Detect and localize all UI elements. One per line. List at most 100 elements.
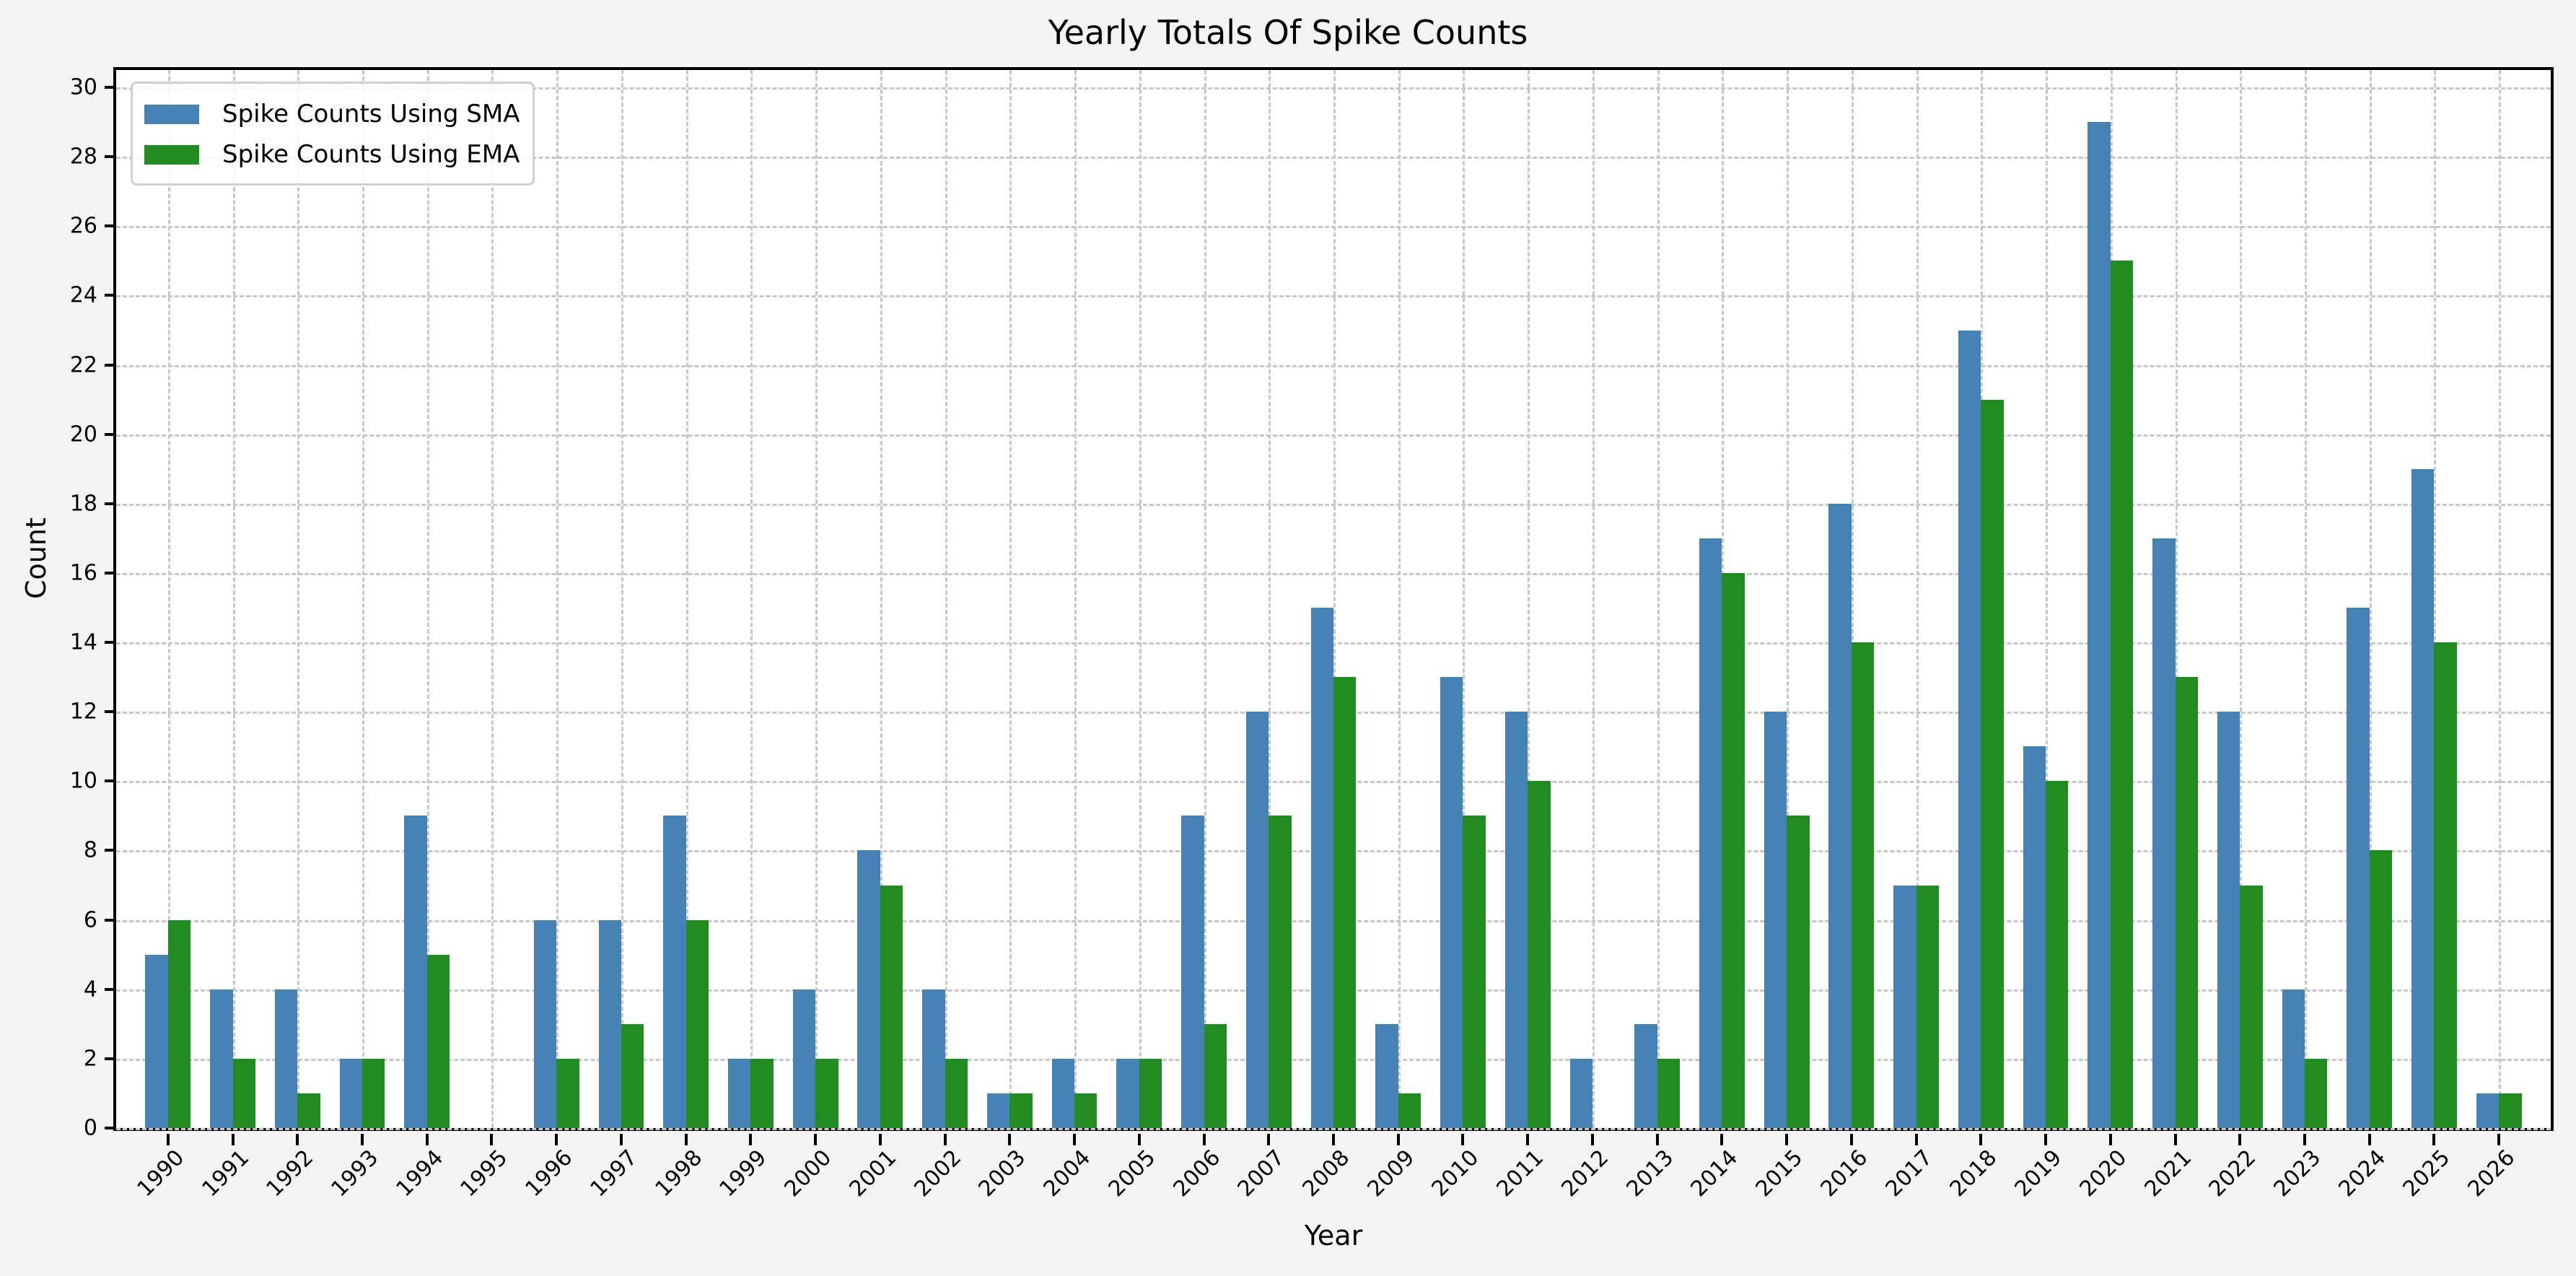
x-tick	[360, 1134, 364, 1145]
x-tick	[1396, 1134, 1400, 1145]
bar-sma	[1764, 712, 1787, 1128]
y-tick-label: 4	[83, 976, 97, 1002]
v-gridline	[880, 70, 882, 1128]
y-tick	[105, 918, 116, 922]
bar-sma	[2347, 608, 2370, 1128]
legend-swatch-ema	[144, 144, 199, 165]
bar-ema	[1204, 1023, 1227, 1128]
v-gridline	[362, 70, 364, 1128]
v-gridline	[1787, 70, 1789, 1128]
x-tick	[555, 1134, 558, 1145]
bar-ema	[1916, 885, 1939, 1128]
v-gridline	[232, 70, 235, 1128]
v-gridline	[1851, 70, 1854, 1128]
bar-sma	[1051, 1058, 1075, 1128]
x-tick-label: 2024	[2334, 1145, 2391, 1202]
x-tick	[425, 1134, 429, 1145]
x-tick-label: 1999	[714, 1145, 772, 1202]
x-tick	[1461, 1134, 1465, 1145]
x-tick-label: 2023	[2269, 1145, 2326, 1202]
x-tick	[2238, 1134, 2242, 1145]
v-gridline	[556, 70, 559, 1128]
x-tick	[1655, 1134, 1659, 1145]
v-gridline	[2434, 70, 2437, 1128]
bar-ema	[232, 1058, 255, 1128]
bar-ema	[1463, 816, 1486, 1128]
bar-sma	[274, 989, 298, 1128]
bar-sma	[533, 919, 557, 1128]
bar-ema	[880, 885, 903, 1128]
v-gridline	[1139, 70, 1142, 1128]
x-axis-label: Year	[1304, 1220, 1363, 1251]
y-tick-label: 28	[69, 144, 97, 170]
bar-sma	[1569, 1058, 1593, 1128]
v-gridline	[1204, 70, 1206, 1128]
bar-sma	[1375, 1023, 1398, 1128]
bar-ema	[1981, 399, 2004, 1128]
x-tick	[1267, 1134, 1271, 1145]
bar-ema	[1787, 816, 1810, 1128]
bar-sma	[1699, 538, 1722, 1128]
bar-sma	[2217, 712, 2240, 1128]
bar-sma	[2411, 468, 2435, 1128]
bar-sma	[2087, 122, 2111, 1128]
x-tick	[2367, 1134, 2371, 1145]
y-tick-label: 22	[69, 352, 97, 378]
bar-ema	[1139, 1058, 1162, 1128]
bar-sma	[1958, 330, 1981, 1128]
chart-title: Yearly Totals Of Spike Counts	[1048, 13, 1528, 52]
bar-ema	[621, 1023, 644, 1128]
x-tick-label: 2025	[2398, 1145, 2455, 1202]
x-tick-label: 2018	[1945, 1145, 2002, 1202]
v-gridline	[167, 70, 170, 1128]
v-gridline	[2240, 70, 2243, 1128]
y-tick-label: 20	[69, 421, 97, 447]
x-tick	[2044, 1134, 2048, 1145]
bar-sma	[2476, 1093, 2500, 1128]
x-tick-label: 1993	[326, 1145, 384, 1202]
bar-sma	[792, 989, 816, 1128]
y-tick	[105, 779, 116, 783]
v-gridline	[1269, 70, 1271, 1128]
v-gridline	[945, 70, 947, 1128]
bar-ema	[2046, 781, 2069, 1128]
x-tick	[943, 1134, 947, 1145]
y-tick	[105, 641, 116, 644]
x-tick	[2173, 1134, 2177, 1145]
bar-ema	[1074, 1093, 1098, 1128]
v-gridline	[2175, 70, 2178, 1128]
y-tick-label: 30	[69, 74, 97, 100]
bar-ema	[945, 1058, 968, 1128]
x-tick	[1526, 1134, 1530, 1145]
v-gridline	[2305, 70, 2307, 1128]
y-tick	[105, 849, 116, 852]
v-gridline	[491, 70, 494, 1128]
bar-ema	[685, 919, 709, 1128]
y-tick	[105, 294, 116, 297]
x-tick-label: 2007	[1232, 1145, 1290, 1202]
v-gridline	[2369, 70, 2372, 1128]
bar-ema	[167, 919, 191, 1128]
bar-sma	[1893, 885, 1916, 1128]
y-tick-label: 14	[69, 629, 97, 655]
y-tick-label: 6	[83, 907, 97, 933]
x-tick	[2108, 1134, 2112, 1145]
bar-ema	[1528, 781, 1551, 1128]
v-gridline	[2499, 70, 2502, 1128]
x-tick	[1137, 1134, 1141, 1145]
x-tick	[1073, 1134, 1077, 1145]
bar-sma	[727, 1058, 751, 1128]
bar-ema	[1269, 816, 1292, 1128]
x-tick	[814, 1134, 818, 1145]
x-tick	[2497, 1134, 2501, 1145]
y-tick	[105, 363, 116, 367]
v-gridline	[1528, 70, 1530, 1128]
x-tick	[2303, 1134, 2306, 1145]
x-tick	[1332, 1134, 1335, 1145]
legend-item-ema: Spike Counts Using EMA	[144, 134, 520, 175]
y-tick-label: 2	[83, 1046, 97, 1072]
x-tick	[1202, 1134, 1206, 1145]
bar-sma	[857, 850, 880, 1128]
bar-ema	[1722, 572, 1745, 1128]
bar-sma	[2152, 538, 2176, 1128]
